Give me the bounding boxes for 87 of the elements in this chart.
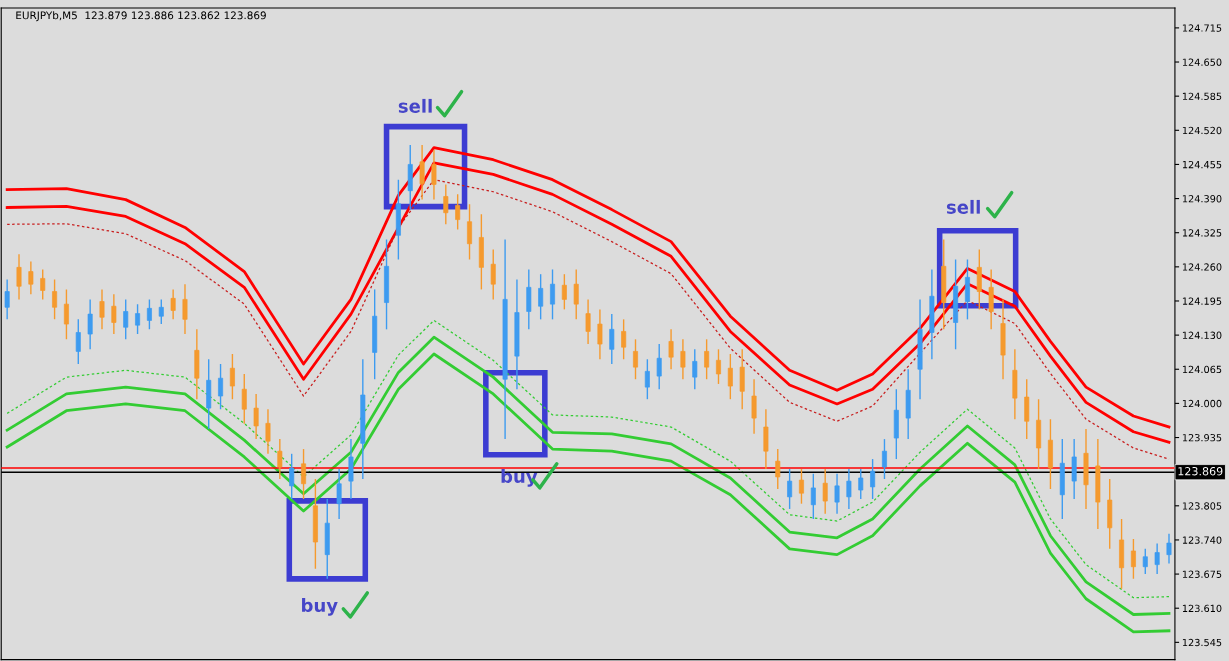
candlestick [218,363,224,410]
y-tick-label: 123.610 [1182,604,1222,613]
candlestick [146,298,152,331]
candlestick [289,453,295,500]
candlestick [16,253,22,301]
annotation: sell [398,98,432,113]
candlestick [810,473,816,520]
candlestick [135,303,141,335]
candlestick [609,313,615,365]
candlestick [4,278,10,321]
candlestick [704,338,710,380]
y-tick-label: 124.585 [1182,92,1222,100]
y-tick-label: 124.650 [1182,58,1222,66]
candlestick [585,298,591,345]
candlestick [490,248,496,301]
annotation: buy [501,469,538,487]
y-tick-label: 123.805 [1182,502,1222,510]
candlestick [573,268,579,321]
candlestick [229,353,235,400]
candlestick [265,408,271,455]
y-tick-label: 123.675 [1182,570,1222,578]
candlestick [822,468,828,515]
y-tick-label: 124.455 [1182,160,1222,169]
candlestick [656,343,662,390]
y-tick-label: 124.065 [1182,365,1222,374]
candlestick [455,193,461,231]
candlestick [52,278,58,321]
candlestick [182,283,188,335]
y-tick-label: 123.545 [1182,638,1222,647]
y-tick-label: 124.325 [1182,229,1222,237]
y-tick-label: 124.715 [1182,24,1222,32]
candlestick [680,338,686,380]
candlestick [846,468,852,510]
candlestick [277,438,283,480]
y-tick-label: 124.000 [1182,399,1222,408]
candlestick [75,318,81,365]
candlestick [798,468,804,505]
candlestick [621,318,627,360]
y-tick-label: 123.740 [1182,536,1222,544]
candlestick [1142,548,1148,575]
candlestick [1130,538,1136,580]
candlestick [87,298,93,350]
candlestick [253,393,259,440]
ref-line-label: 123.869 [1178,467,1223,476]
candlestick [123,298,129,341]
candlestick [633,338,638,380]
candlestick [241,373,247,425]
candlestick [751,378,757,435]
candlestick [111,293,117,335]
candlestick [431,149,437,201]
candlestick [787,468,793,510]
candlestick [834,473,840,515]
candlestick [881,438,887,480]
candlestick [467,203,473,261]
candlestick [170,288,176,321]
candlestick [1166,532,1172,565]
candlestick [870,458,876,500]
candlestick [40,268,46,301]
candlestick [727,353,733,400]
candlestick [668,328,674,370]
y-tick-label: 124.195 [1182,297,1222,305]
candlestick [538,273,544,321]
candlestick [99,288,105,331]
candlestick [28,260,34,295]
candlestick [716,348,721,385]
candlestick [301,448,307,500]
candlestick [644,358,650,400]
candlestick [158,298,164,325]
y-tick-label: 124.260 [1182,263,1222,271]
candlestick [419,144,425,201]
candlestick [336,468,342,520]
y-tick-label: 123.935 [1182,434,1222,442]
y-tick-label: 124.130 [1182,331,1222,339]
candlestick [443,183,449,226]
candlestick [561,273,567,311]
y-tick-label: 124.390 [1182,195,1222,203]
annotation: buy [302,598,338,616]
candlestick [692,348,698,390]
annotation: sell [946,199,980,214]
y-tick-label: 124.520 [1182,126,1222,135]
candlestick [858,468,864,500]
candlestick [775,448,781,490]
candlestick [1154,542,1160,575]
chart-title: EURJPYb,M5 123.879 123.886 123.862 123.869 [16,11,266,22]
candlestick [597,308,603,360]
candlestick [63,288,69,341]
candlestick [550,268,555,321]
